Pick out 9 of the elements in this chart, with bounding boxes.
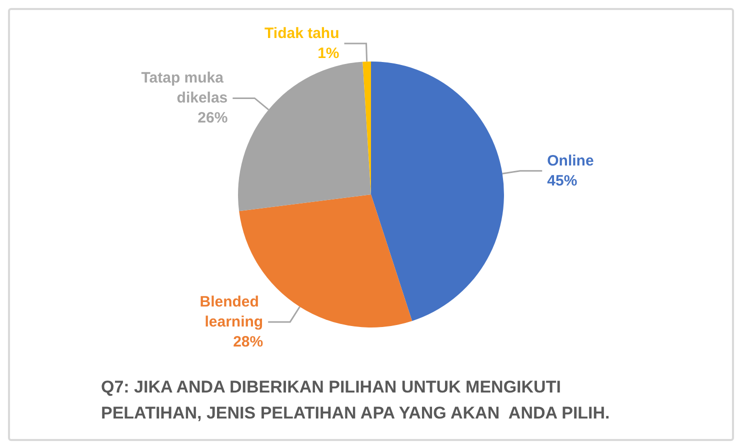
data-label: 28%: [233, 333, 264, 350]
data-label: 26%: [198, 110, 228, 127]
slice-label: Online: [547, 152, 594, 170]
data-label: 1%: [318, 45, 340, 62]
slice-label: Blended learning: [200, 293, 264, 330]
slice-label: Tatap muka dikelas: [141, 70, 228, 107]
text: Q7: JIKA ANDA DIBERIKAN PILIHAN UNTUK MENGIKUTI PELATIHAN, JENIS PELATIHAN APA YANG AKAN ANDA PILIH.: [101, 378, 610, 422]
data-label: 45%: [547, 172, 578, 190]
slice-label: Tidak tahu: [264, 25, 340, 42]
